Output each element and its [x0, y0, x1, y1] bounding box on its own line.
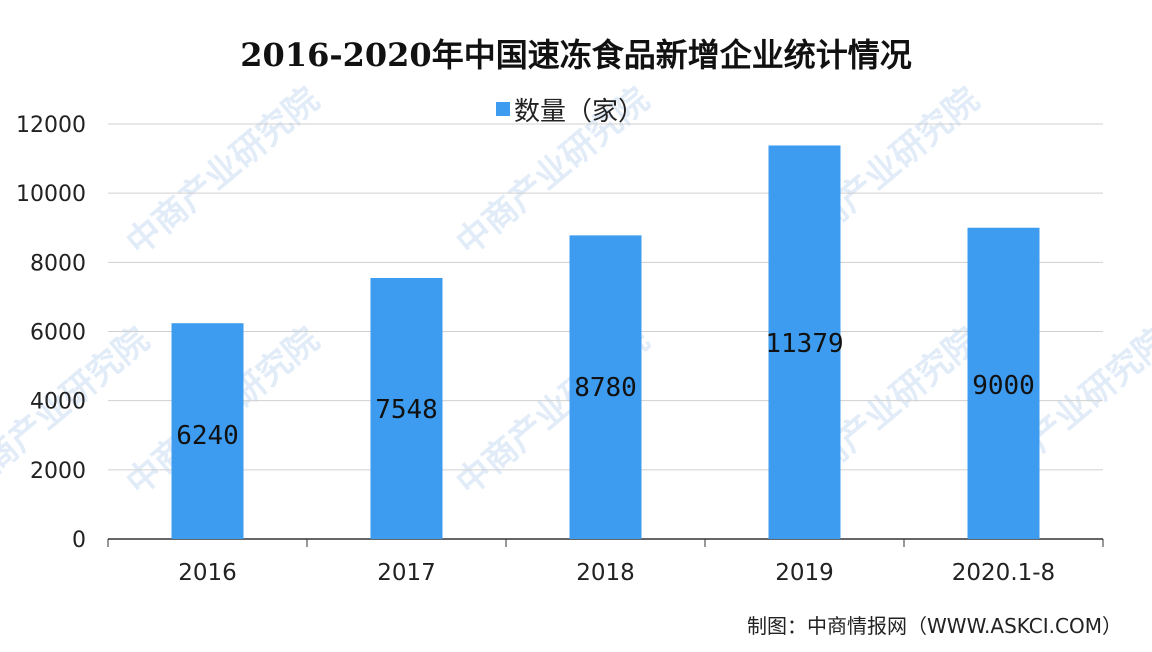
x-tick-label: 2016 [178, 560, 237, 586]
bar [171, 323, 244, 539]
y-tick-labels: 0 2000 4000 6000 8000 10000 12000 [16, 113, 86, 553]
bar [370, 277, 443, 539]
data-label: 9000 [972, 371, 1035, 401]
x-tick-label: 2020.1-8 [952, 560, 1055, 586]
y-tick-label: 8000 [30, 251, 86, 276]
data-label: 7548 [375, 395, 438, 425]
legend-label: 数量（家） [514, 96, 645, 127]
bar [768, 145, 841, 539]
data-label: 11379 [765, 329, 843, 359]
legend: 数量（家） [496, 92, 645, 127]
y-tick-label: 12000 [16, 113, 86, 138]
x-tick-labels: 2016 2017 2018 2019 2020.1-8 [178, 560, 1055, 586]
data-label: 6240 [176, 421, 239, 451]
bars [171, 145, 1040, 539]
y-tick-label: 6000 [30, 321, 86, 346]
y-tick-label: 10000 [16, 182, 86, 207]
data-labels: 6240 7548 8780 11379 9000 [176, 329, 1035, 451]
data-label: 8780 [574, 373, 637, 403]
chart-title: 2016-2020年中国速冻食品新增企业统计情况 [240, 36, 912, 74]
source-note: 制图：中商情报网（WWW.ASKCI.COM） [747, 614, 1122, 638]
legend-swatch [496, 102, 510, 116]
y-tick-label: 2000 [30, 459, 86, 484]
x-tick-label: 2018 [576, 560, 635, 586]
bar [569, 235, 642, 539]
watermark-text: 中商产业研究院 [119, 80, 327, 264]
y-tick-label: 0 [72, 528, 86, 553]
x-tick-label: 2019 [775, 560, 834, 586]
bar [967, 227, 1040, 539]
x-tick-label: 2017 [377, 560, 436, 586]
y-tick-label: 4000 [30, 390, 86, 415]
